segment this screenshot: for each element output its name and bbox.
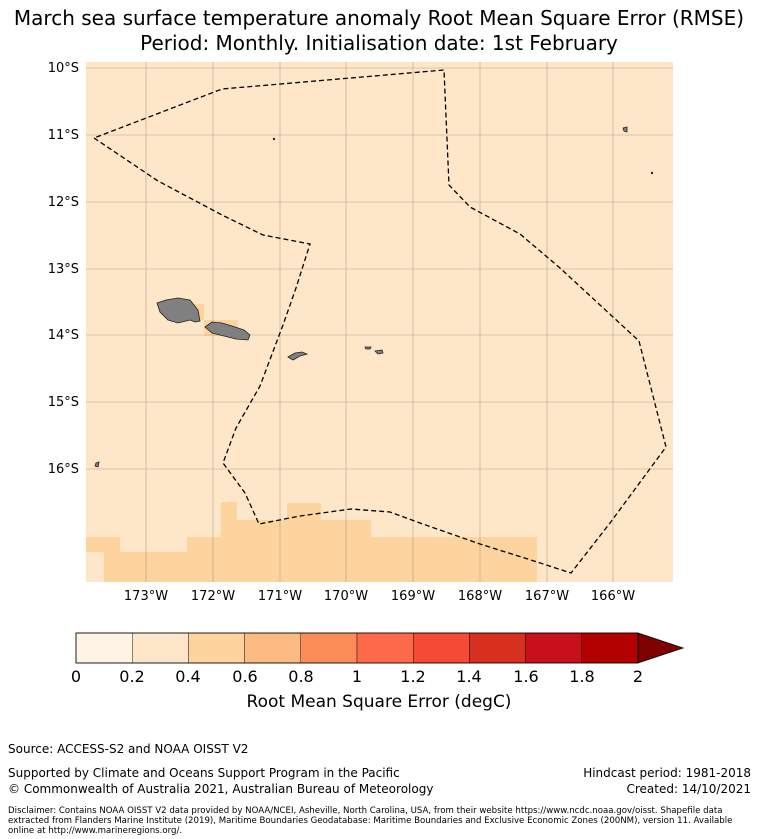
colorbar-cell bbox=[413, 632, 470, 664]
colorbar-tick: 1.4 bbox=[456, 667, 482, 686]
y-axis-labels: 10°S 11°S 12°S 13°S 14°S 15°S 16°S bbox=[48, 61, 79, 477]
lon-label: 167°W bbox=[525, 589, 569, 604]
colorbar-tick: 1.8 bbox=[569, 667, 595, 686]
island-ofu bbox=[364, 346, 372, 350]
ocean-background bbox=[86, 62, 673, 582]
lon-label: 171°W bbox=[258, 589, 302, 604]
map-title-line2: Period: Monthly. Initialisation date: 1s… bbox=[140, 31, 618, 55]
support-text: Supported by Climate and Oceans Support … bbox=[8, 766, 400, 780]
colorbar-tick: 0.8 bbox=[288, 667, 314, 686]
source-text: Source: ACCESS-S2 and NOAA OISST V2 bbox=[8, 742, 249, 756]
colorbar-cell bbox=[581, 632, 639, 664]
map-svg: 10°S 11°S 12°S 13°S 14°S 15°S 16°S 173°W… bbox=[48, 61, 685, 664]
lat-label: 15°S bbox=[48, 395, 79, 410]
colorbar-cell bbox=[188, 632, 245, 664]
island-swains bbox=[622, 126, 628, 133]
lat-label: 12°S bbox=[48, 195, 79, 210]
island-tutuila bbox=[287, 351, 309, 361]
lat-label: 14°S bbox=[48, 328, 79, 343]
lon-label: 168°W bbox=[458, 589, 502, 604]
colorbar-tick: 0.4 bbox=[175, 667, 201, 686]
colorbar-cell bbox=[244, 632, 302, 664]
disclaimer-text: Disclaimer: Contains NOAA OISST V2 data … bbox=[8, 806, 733, 836]
colorbar-tick: 2 bbox=[632, 667, 644, 686]
copyright-text: © Commonwealth of Australia 2021, Austra… bbox=[8, 782, 434, 796]
colorbar-tick: 0 bbox=[70, 667, 82, 686]
island-wallis bbox=[94, 461, 100, 468]
island-savaii bbox=[156, 297, 201, 324]
island-atoll-1 bbox=[272, 137, 276, 141]
colorbar-cell bbox=[131, 632, 189, 664]
lon-label: 169°W bbox=[391, 589, 435, 604]
graticule bbox=[86, 62, 673, 582]
colorbar-label: Root Mean Square Error (degC) bbox=[246, 692, 512, 712]
lon-label: 173°W bbox=[124, 589, 168, 604]
colorbar-tick: 1 bbox=[351, 667, 363, 686]
lon-label: 166°W bbox=[591, 589, 635, 604]
lon-label: 172°W bbox=[191, 589, 235, 604]
island-manua bbox=[374, 349, 384, 355]
colorbar-cell bbox=[525, 632, 582, 664]
colorbar bbox=[75, 632, 685, 664]
colorbar-cell bbox=[356, 632, 414, 664]
created-text: Created: 14/10/2021 bbox=[626, 782, 751, 796]
colorbar-tick: 1.6 bbox=[513, 667, 539, 686]
rmse-patch-south bbox=[86, 502, 537, 582]
map-title-line1: March sea surface temperature anomaly Ro… bbox=[13, 6, 745, 30]
colorbar-cell bbox=[300, 632, 358, 664]
land bbox=[94, 126, 654, 468]
lat-label: 16°S bbox=[48, 462, 79, 477]
island-upolu bbox=[204, 321, 251, 341]
lat-label: 10°S bbox=[48, 61, 79, 76]
hindcast-text: Hindcast period: 1981-2018 bbox=[583, 766, 751, 780]
lat-label: 13°S bbox=[48, 262, 79, 277]
colorbar-tick: 1.2 bbox=[400, 667, 426, 686]
colorbar-tick: 0.2 bbox=[119, 667, 145, 686]
x-axis-labels: 173°W 172°W 171°W 170°W 169°W 168°W 167°… bbox=[124, 589, 635, 604]
colorbar-extend-arrow bbox=[637, 632, 685, 664]
eez-samoa bbox=[93, 69, 667, 574]
lon-label: 170°W bbox=[324, 589, 368, 604]
colorbar-cell bbox=[75, 632, 133, 664]
colorbar-frame bbox=[75, 632, 639, 664]
colorbar-tick: 0.6 bbox=[232, 667, 258, 686]
eez-boundaries bbox=[93, 69, 667, 574]
lat-label: 11°S bbox=[48, 128, 79, 143]
colorbar-cell bbox=[469, 632, 526, 664]
island-atoll-2 bbox=[650, 171, 654, 175]
